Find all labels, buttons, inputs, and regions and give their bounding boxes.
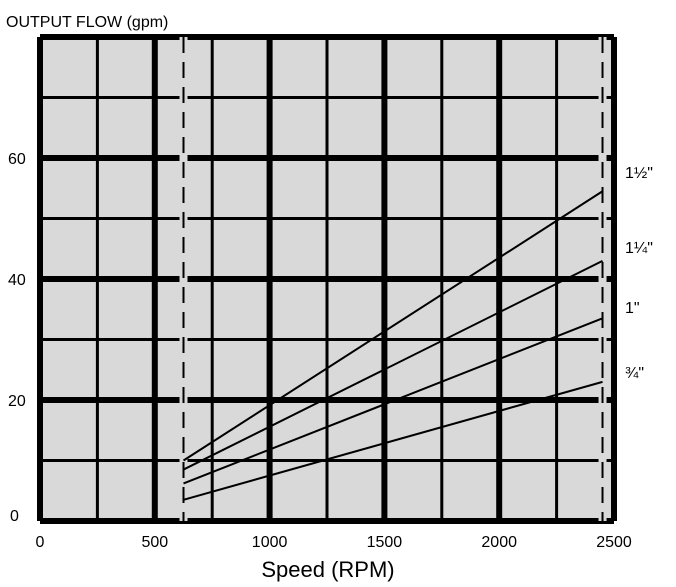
y-tick-label: 0 bbox=[10, 508, 19, 525]
series-label: ¾" bbox=[625, 365, 644, 382]
series-label: 1½" bbox=[625, 165, 653, 182]
series-labels: 1½" 1¼" 1" ¾" bbox=[625, 165, 653, 382]
x-tick-label: 2000 bbox=[481, 534, 517, 551]
series-label: 1" bbox=[625, 300, 640, 317]
y-tick-label: 60 bbox=[8, 151, 26, 168]
y-tick-labels: 0 20 40 60 bbox=[8, 151, 26, 525]
y-tick-label: 40 bbox=[8, 272, 26, 289]
series-label: 1¼" bbox=[625, 240, 653, 257]
x-axis-title: Speed (RPM) bbox=[261, 557, 394, 582]
x-tick-label: 500 bbox=[141, 534, 168, 551]
series-lines bbox=[182, 190, 604, 501]
series-line bbox=[183, 380, 603, 501]
series-line bbox=[183, 317, 603, 485]
reference-lines bbox=[179, 37, 607, 521]
x-tick-label: 2500 bbox=[596, 534, 632, 551]
x-tick-labels: 0 500 1000 1500 2000 2500 bbox=[36, 534, 632, 551]
x-tick-label: 0 bbox=[36, 534, 45, 551]
y-axis-title: OUTPUT FLOW (gpm) bbox=[6, 14, 168, 31]
x-tick-label: 1000 bbox=[252, 534, 288, 551]
series-line bbox=[183, 259, 603, 471]
y-tick-label: 20 bbox=[8, 393, 26, 410]
x-tick-label: 1500 bbox=[367, 534, 403, 551]
series-line bbox=[182, 190, 604, 462]
grid bbox=[37, 34, 617, 524]
